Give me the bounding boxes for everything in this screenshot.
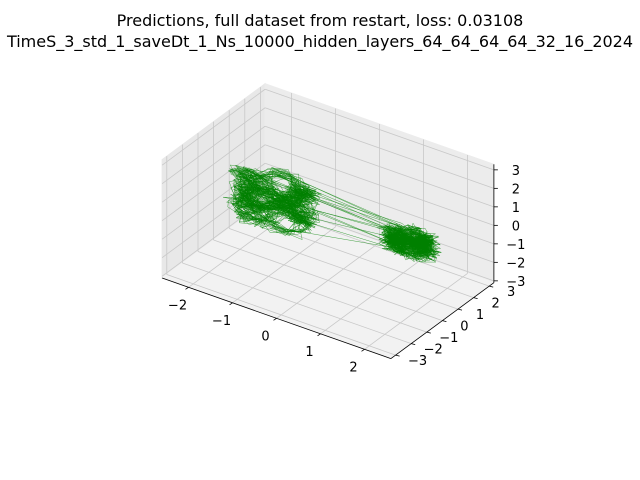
gridline-z-right [264, 88, 495, 171]
x-tick-label: 1 [305, 345, 313, 360]
gridline-y-floor [229, 228, 459, 310]
x-tick-label: 2 [349, 360, 357, 375]
y-tick-label: 2 [491, 297, 499, 312]
gridline-z-right [264, 125, 495, 208]
y-tick [411, 343, 416, 346]
y-tick [442, 320, 447, 323]
z-tick-label: 2 [512, 182, 520, 197]
gridline-z-left [161, 144, 266, 221]
x-tick [185, 286, 189, 290]
x-tick-label: 0 [261, 329, 269, 344]
y-tick [395, 354, 400, 357]
y-tick-label: −1 [439, 331, 458, 346]
y-tick-label: 3 [507, 285, 515, 300]
trajectory-line [227, 169, 315, 233]
x-axis-line [161, 277, 392, 359]
gridline-z-left [161, 125, 266, 203]
z-tick-label: 3 [512, 164, 520, 179]
x-tick [361, 348, 365, 352]
trajectory-line [234, 167, 434, 263]
gridline-z-right [264, 107, 495, 189]
x-tick-label: −1 [212, 314, 231, 329]
gridline-y-floor [197, 251, 427, 333]
y-tick-label: 0 [460, 320, 468, 335]
gridline-z-left [161, 88, 266, 166]
y-tick-label: −2 [424, 343, 443, 358]
trajectory-series [223, 164, 442, 263]
gridline-y-floor [166, 274, 396, 356]
x-tick [317, 333, 321, 337]
y-tick [426, 331, 431, 334]
chart-subtitle: TimeS_3_std_1_saveDt_1_Ns_10000_hidden_l… [6, 32, 634, 51]
gridline-z-right [264, 199, 495, 282]
z-tick-label: 0 [512, 219, 520, 234]
y-tick [473, 297, 478, 300]
y-tick [489, 285, 494, 288]
trajectory-line [385, 223, 435, 263]
gridline-z-right [264, 144, 495, 226]
gridline-y-floor [213, 239, 443, 322]
grid-lines [161, 87, 495, 356]
z-tick-label: −1 [506, 238, 525, 253]
y-tick [457, 308, 463, 311]
z-tick-label: −3 [506, 275, 525, 290]
z-tick-label: 1 [512, 201, 520, 216]
x-tick-label: −2 [168, 298, 187, 313]
gridline-z-left [161, 107, 266, 184]
chart-title: Predictions, full dataset from restart, … [116, 11, 524, 30]
x-tick [273, 317, 277, 321]
trajectory-line [232, 171, 437, 255]
gridline-z-right [264, 162, 495, 245]
trajectory-line [232, 173, 434, 261]
z-tick-label: −2 [506, 256, 525, 271]
gridline-y-floor [182, 262, 412, 345]
y-tick-label: −3 [408, 354, 427, 369]
x-tick [229, 302, 233, 306]
y-tick-label: 1 [476, 308, 484, 323]
